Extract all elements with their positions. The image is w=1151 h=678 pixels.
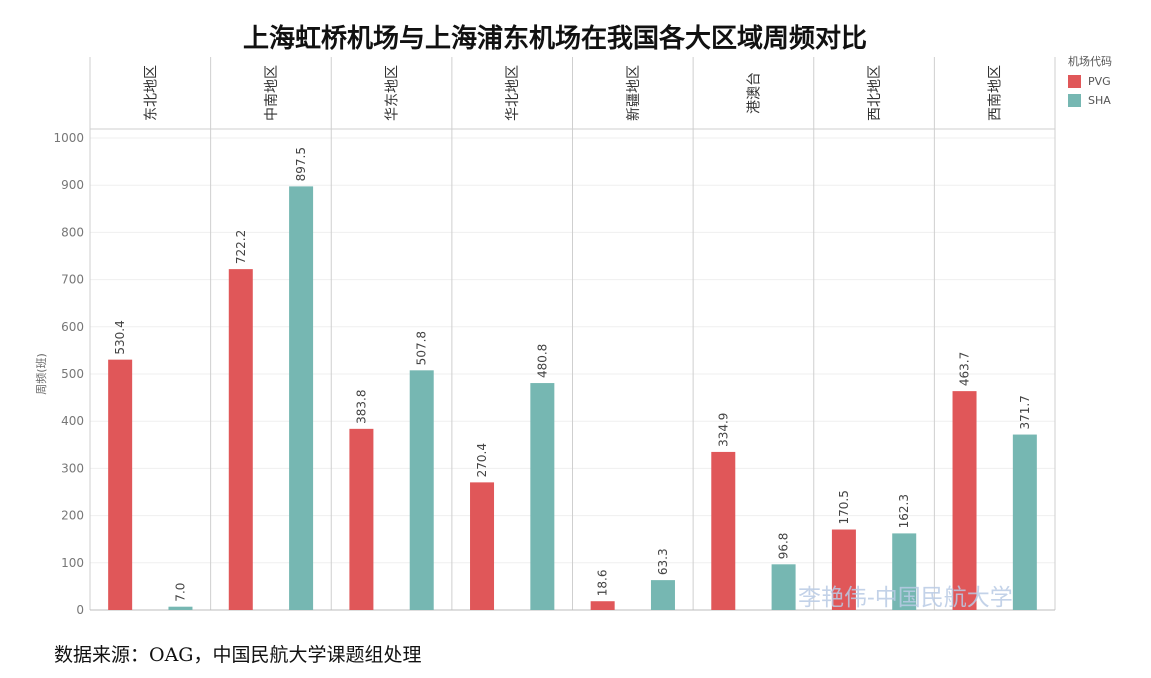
data-label: 96.8	[777, 533, 791, 560]
data-label: 162.3	[897, 494, 911, 528]
data-label: 7.0	[173, 583, 187, 602]
data-label: 897.5	[294, 147, 308, 181]
y-tick-label: 700	[61, 273, 84, 287]
data-label: 722.2	[234, 230, 248, 264]
category-header: 港澳台	[746, 72, 762, 114]
y-tick-label: 1000	[53, 131, 84, 145]
y-tick-label: 500	[61, 367, 84, 381]
bar-pvg	[952, 391, 977, 610]
y-tick-label: 300	[61, 461, 84, 475]
data-label: 530.4	[113, 320, 127, 354]
bar-sha	[1012, 434, 1037, 610]
bar-sha	[650, 580, 675, 610]
y-tick-label: 100	[61, 556, 84, 570]
category-header: 华北地区	[505, 65, 521, 121]
watermark: 李艳伟-中国民航大学	[798, 585, 1013, 611]
data-label: 63.3	[656, 548, 670, 575]
category-header: 西北地区	[867, 65, 883, 121]
y-axis-label: 周频(班)	[34, 353, 48, 395]
data-label: 463.7	[958, 352, 972, 386]
bar-sha	[530, 383, 555, 610]
bar-sha	[771, 564, 796, 610]
legend-swatch-pvg	[1068, 75, 1081, 88]
y-tick-label: 400	[61, 414, 84, 428]
legend: 机场代码 PVG SHA	[1068, 53, 1112, 113]
legend-item-pvg[interactable]: PVG	[1068, 75, 1112, 88]
bar-pvg	[349, 428, 374, 610]
data-label: 507.8	[415, 331, 429, 365]
category-header: 东北地区	[143, 65, 159, 121]
category-header: 中南地区	[264, 65, 280, 121]
legend-item-sha[interactable]: SHA	[1068, 94, 1112, 107]
data-label: 383.8	[354, 389, 368, 423]
source-note: 数据来源：OAG，中国民航大学课题组处理	[54, 644, 422, 666]
category-header: 新疆地区	[626, 65, 642, 121]
data-label: 480.8	[535, 344, 549, 378]
y-tick-label: 900	[61, 178, 84, 192]
bar-sha	[409, 370, 434, 610]
y-tick-label: 600	[61, 320, 84, 334]
data-label: 270.4	[475, 443, 489, 477]
legend-label-sha: SHA	[1088, 94, 1111, 107]
category-header: 西南地区	[988, 65, 1004, 121]
data-label: 334.9	[716, 413, 730, 447]
bar-sha	[168, 606, 193, 610]
bar-pvg	[831, 529, 856, 610]
legend-title: 机场代码	[1068, 55, 1112, 68]
category-header: 华东地区	[385, 65, 401, 121]
y-tick-label: 800	[61, 225, 84, 239]
bar-pvg	[590, 601, 615, 610]
legend-label-pvg: PVG	[1088, 75, 1111, 88]
data-label: 371.7	[1018, 395, 1032, 429]
bar-sha	[289, 186, 314, 610]
data-label: 18.6	[596, 570, 610, 597]
data-label: 170.5	[837, 490, 851, 524]
bar-sha	[892, 533, 917, 610]
bar-pvg	[228, 269, 253, 610]
y-tick-label: 200	[61, 509, 84, 523]
bar-pvg	[711, 451, 736, 610]
bar-pvg	[108, 359, 133, 610]
chart-title: 上海虹桥机场与上海浦东机场在我国各大区域周频对比	[242, 24, 867, 54]
legend-swatch-sha	[1068, 94, 1081, 107]
bar-pvg	[470, 482, 495, 610]
y-tick-label: 0	[76, 603, 84, 617]
